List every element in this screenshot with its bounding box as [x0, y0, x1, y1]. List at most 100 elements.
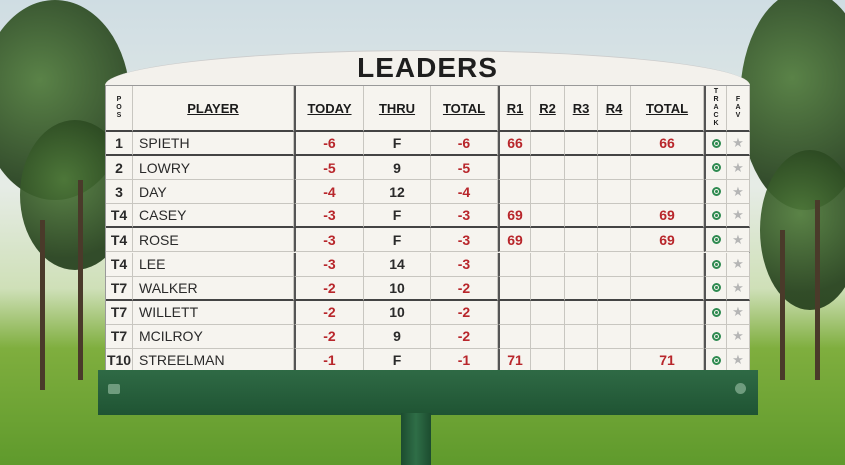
- score-cell: [598, 276, 631, 301]
- score-cell: [598, 324, 631, 349]
- score-cell: [598, 252, 631, 277]
- score-cell: [565, 204, 598, 229]
- score-cell: [498, 180, 531, 205]
- score-cell: 9: [364, 156, 431, 181]
- score-cell: [531, 132, 565, 157]
- score-cell: 69: [631, 204, 704, 229]
- score-cell: 10: [364, 276, 431, 301]
- score-cell: F: [364, 132, 431, 157]
- score-cell: [631, 276, 704, 301]
- track-icon[interactable]: [711, 283, 721, 293]
- track-button[interactable]: [704, 132, 727, 157]
- score-cell: -2: [294, 300, 364, 325]
- player-name: LOWRY: [133, 156, 294, 181]
- track-icon[interactable]: [711, 331, 721, 341]
- score-cell: 2: [106, 156, 133, 181]
- star-icon[interactable]: ★: [732, 207, 744, 223]
- score-cell: [531, 180, 565, 205]
- score-cell: -2: [431, 324, 498, 349]
- favorite-button[interactable]: ★: [727, 180, 750, 205]
- score-cell: -2: [294, 324, 364, 349]
- score-cell: [531, 204, 565, 229]
- star-icon[interactable]: ★: [732, 304, 744, 320]
- track-button[interactable]: [704, 324, 727, 349]
- star-icon[interactable]: ★: [732, 231, 744, 247]
- score-cell: [598, 228, 631, 253]
- tree-trunk: [78, 180, 83, 380]
- score-cell: [598, 204, 631, 229]
- favorite-button[interactable]: ★: [727, 204, 750, 229]
- track-button[interactable]: [704, 180, 727, 205]
- score-cell: [531, 300, 565, 325]
- column-header: TOTAL: [431, 86, 498, 132]
- track-button[interactable]: [704, 228, 727, 253]
- player-name: SPIETH: [133, 132, 294, 157]
- track-button[interactable]: [704, 300, 727, 325]
- score-cell: [498, 276, 531, 301]
- score-cell: [565, 180, 598, 205]
- track-button[interactable]: [704, 204, 727, 229]
- score-cell: [565, 324, 598, 349]
- score-cell: [598, 300, 631, 325]
- score-cell: [565, 300, 598, 325]
- favorite-button[interactable]: ★: [727, 156, 750, 181]
- player-name: ROSE: [133, 228, 294, 253]
- score-cell: [631, 252, 704, 277]
- track-icon[interactable]: [711, 355, 721, 365]
- star-icon[interactable]: ★: [732, 135, 744, 151]
- star-icon[interactable]: ★: [732, 183, 744, 199]
- star-icon[interactable]: ★: [732, 352, 744, 368]
- track-icon[interactable]: [711, 163, 721, 173]
- score-cell: 69: [631, 228, 704, 253]
- score-cell: [498, 252, 531, 277]
- score-cell: -4: [294, 180, 364, 205]
- column-header: THRU: [364, 86, 431, 132]
- score-cell: -3: [294, 228, 364, 253]
- star-icon[interactable]: ★: [732, 279, 744, 295]
- column-header: TOTAL: [631, 86, 704, 132]
- board-post: [401, 413, 431, 465]
- favorite-button[interactable]: ★: [727, 252, 750, 277]
- track-icon[interactable]: [711, 187, 721, 197]
- score-cell: 12: [364, 180, 431, 205]
- tree-trunk: [780, 230, 785, 380]
- score-cell: T7: [106, 276, 133, 301]
- score-cell: T7: [106, 324, 133, 349]
- score-cell: [531, 252, 565, 277]
- tree: [760, 150, 845, 310]
- track-icon[interactable]: [711, 210, 721, 220]
- map-icon[interactable]: [108, 384, 120, 394]
- favorite-button[interactable]: ★: [727, 276, 750, 301]
- score-cell: -2: [431, 300, 498, 325]
- favorite-button[interactable]: ★: [727, 300, 750, 325]
- star-icon[interactable]: ★: [732, 159, 744, 175]
- track-button[interactable]: [704, 156, 727, 181]
- favorite-button[interactable]: ★: [727, 324, 750, 349]
- score-cell: [531, 276, 565, 301]
- favorite-button[interactable]: ★: [727, 132, 750, 157]
- star-icon[interactable]: ★: [732, 328, 744, 344]
- track-icon[interactable]: [711, 307, 721, 317]
- track-icon[interactable]: [711, 235, 721, 245]
- score-cell: 1: [106, 132, 133, 157]
- player-name: DAY: [133, 180, 294, 205]
- score-cell: T4: [106, 228, 133, 253]
- player-name: MCILROY: [133, 324, 294, 349]
- track-button[interactable]: [704, 252, 727, 277]
- track-icon[interactable]: [711, 259, 721, 269]
- info-icon[interactable]: [735, 383, 746, 394]
- track-button[interactable]: [704, 276, 727, 301]
- score-cell: F: [364, 228, 431, 253]
- score-cell: [498, 324, 531, 349]
- score-cell: -6: [294, 132, 364, 157]
- score-cell: [498, 156, 531, 181]
- leaderboard: POS PLAYER TODAY THRU TOTAL R1 R2 R3 R4 TOTAL TRAC…: [105, 85, 750, 373]
- favorite-button[interactable]: ★: [727, 228, 750, 253]
- score-cell: -3: [431, 252, 498, 277]
- score-cell: 66: [631, 132, 704, 157]
- player-name: LEE: [133, 252, 294, 277]
- track-icon[interactable]: [711, 138, 721, 148]
- score-cell: 69: [498, 228, 531, 253]
- score-cell: 10: [364, 300, 431, 325]
- star-icon[interactable]: ★: [732, 256, 744, 272]
